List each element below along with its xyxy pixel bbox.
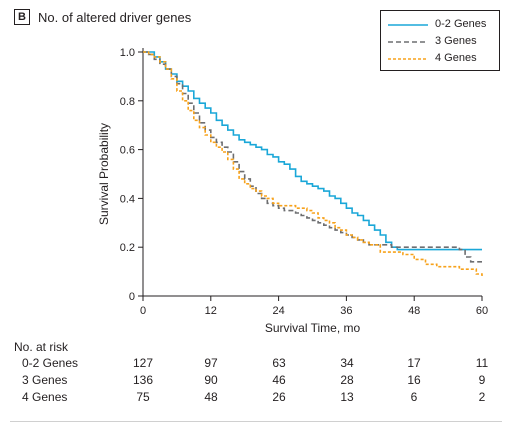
legend-swatch-dashed-gray: [388, 41, 428, 43]
x-axis-label: Survival Time, mo: [265, 321, 361, 335]
legend-label: 0-2 Genes: [435, 18, 487, 30]
risk-cell: 2: [478, 390, 486, 404]
risk-cell: 127: [132, 356, 154, 370]
risk-cell: 11: [475, 356, 489, 370]
y-tick-label: 0.4: [120, 193, 135, 205]
risk-row-label: 3 Genes: [22, 373, 68, 387]
risk-cell: 97: [204, 356, 218, 370]
series-line-4-genes: [143, 51, 483, 277]
legend-item-3-genes: 3 Genes: [381, 34, 499, 50]
risk-cell: 90: [204, 373, 218, 387]
legend-label: 3 Genes: [435, 35, 477, 47]
panel-letter: B: [14, 9, 30, 25]
x-tick-label: 0: [140, 305, 146, 317]
x-tick-label: 12: [205, 305, 217, 317]
y-axis-label: Survival Probability: [97, 123, 111, 225]
risk-cell: 28: [340, 373, 354, 387]
survival-chart: 0 0.2 0.4 0.6 0.8 1.0 0 12 24 36 48 60 Survival Time…: [97, 47, 488, 335]
risk-cell: 26: [272, 390, 286, 404]
legend-swatch-dashed-orange: [388, 58, 428, 60]
legend-swatch-solid: [388, 24, 428, 26]
risk-cell: 136: [132, 373, 154, 387]
x-tick-label: 48: [408, 305, 420, 317]
risk-cell: 63: [272, 356, 286, 370]
series-line-0-2-genes: [143, 51, 482, 251]
panel-title: No. of altered driver genes: [38, 9, 192, 25]
risk-table-title: No. at risk: [14, 340, 69, 354]
risk-cell: 17: [407, 356, 421, 370]
risk-cell: 46: [272, 373, 286, 387]
risk-cell: 6: [410, 390, 418, 404]
panel-header: B No. of altered driver genes: [14, 9, 191, 25]
y-tick-label: 1.0: [120, 47, 135, 59]
chart-legend: 0-2 Genes 3 Genes 4 Genes: [380, 10, 500, 71]
series-line-3-genes: [143, 51, 482, 263]
legend-item-0-2-genes: 0-2 Genes: [381, 17, 499, 33]
risk-row-label: 0-2 Genes: [22, 356, 79, 370]
risk-cell: 48: [204, 390, 218, 404]
legend-item-4-genes: 4 Genes: [381, 51, 499, 67]
risk-cell: 13: [340, 390, 354, 404]
risk-cell: 9: [478, 373, 486, 387]
y-tick-label: 0.6: [120, 145, 135, 157]
risk-cell: 16: [407, 373, 421, 387]
bottom-rule: [10, 421, 502, 422]
legend-label: 4 Genes: [435, 52, 477, 64]
y-tick-label: 0: [129, 291, 135, 303]
x-tick-label: 24: [272, 305, 284, 317]
x-tick-label: 36: [340, 305, 352, 317]
risk-cell: 75: [136, 390, 150, 404]
risk-row-label: 4 Genes: [22, 390, 68, 404]
x-tick-label: 60: [476, 305, 488, 317]
y-tick-label: 0.8: [120, 96, 135, 108]
y-tick-label: 0.2: [120, 242, 135, 254]
risk-cell: 34: [340, 356, 354, 370]
